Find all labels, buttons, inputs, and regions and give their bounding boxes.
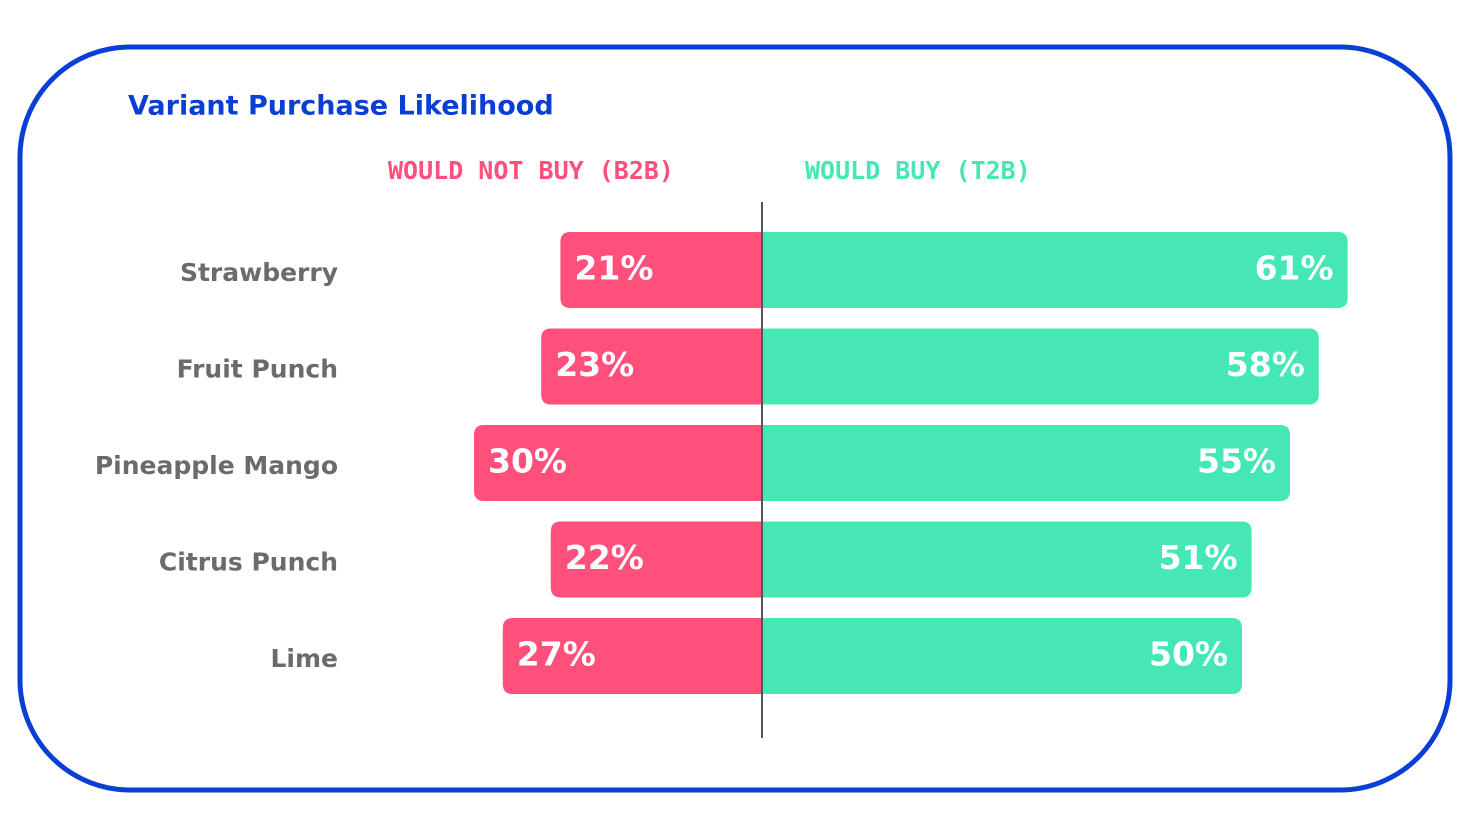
value-label: 21% <box>574 249 653 288</box>
value-label: 61% <box>1255 249 1334 288</box>
category-label: Lime <box>270 644 338 673</box>
category-label: Pineapple Mango <box>95 451 338 480</box>
value-label: 55% <box>1197 442 1276 481</box>
bar <box>762 521 1252 598</box>
bar <box>762 425 1290 501</box>
value-label: 50% <box>1149 635 1228 674</box>
bar <box>474 425 762 501</box>
legend-entry: WOULD NOT BUY (B2B) <box>388 156 674 185</box>
chart-title: Variant Purchase Likelihood <box>128 91 554 122</box>
bar <box>541 328 762 405</box>
category-label: Strawberry <box>180 258 338 287</box>
value-label: 23% <box>555 345 634 384</box>
value-label: 22% <box>565 538 644 577</box>
category-label: Citrus Punch <box>159 548 338 577</box>
value-label: 30% <box>488 442 567 481</box>
bar <box>560 232 762 308</box>
bar <box>550 521 762 598</box>
legend-entry: WOULD BUY (T2B) <box>805 156 1031 185</box>
value-label: 58% <box>1226 345 1305 384</box>
category-label: Fruit Punch <box>177 355 338 384</box>
bar <box>762 232 1348 308</box>
value-label: 27% <box>517 635 596 674</box>
bar <box>762 618 1242 694</box>
value-label: 51% <box>1159 538 1238 577</box>
bar <box>762 328 1319 405</box>
bar <box>502 618 762 694</box>
